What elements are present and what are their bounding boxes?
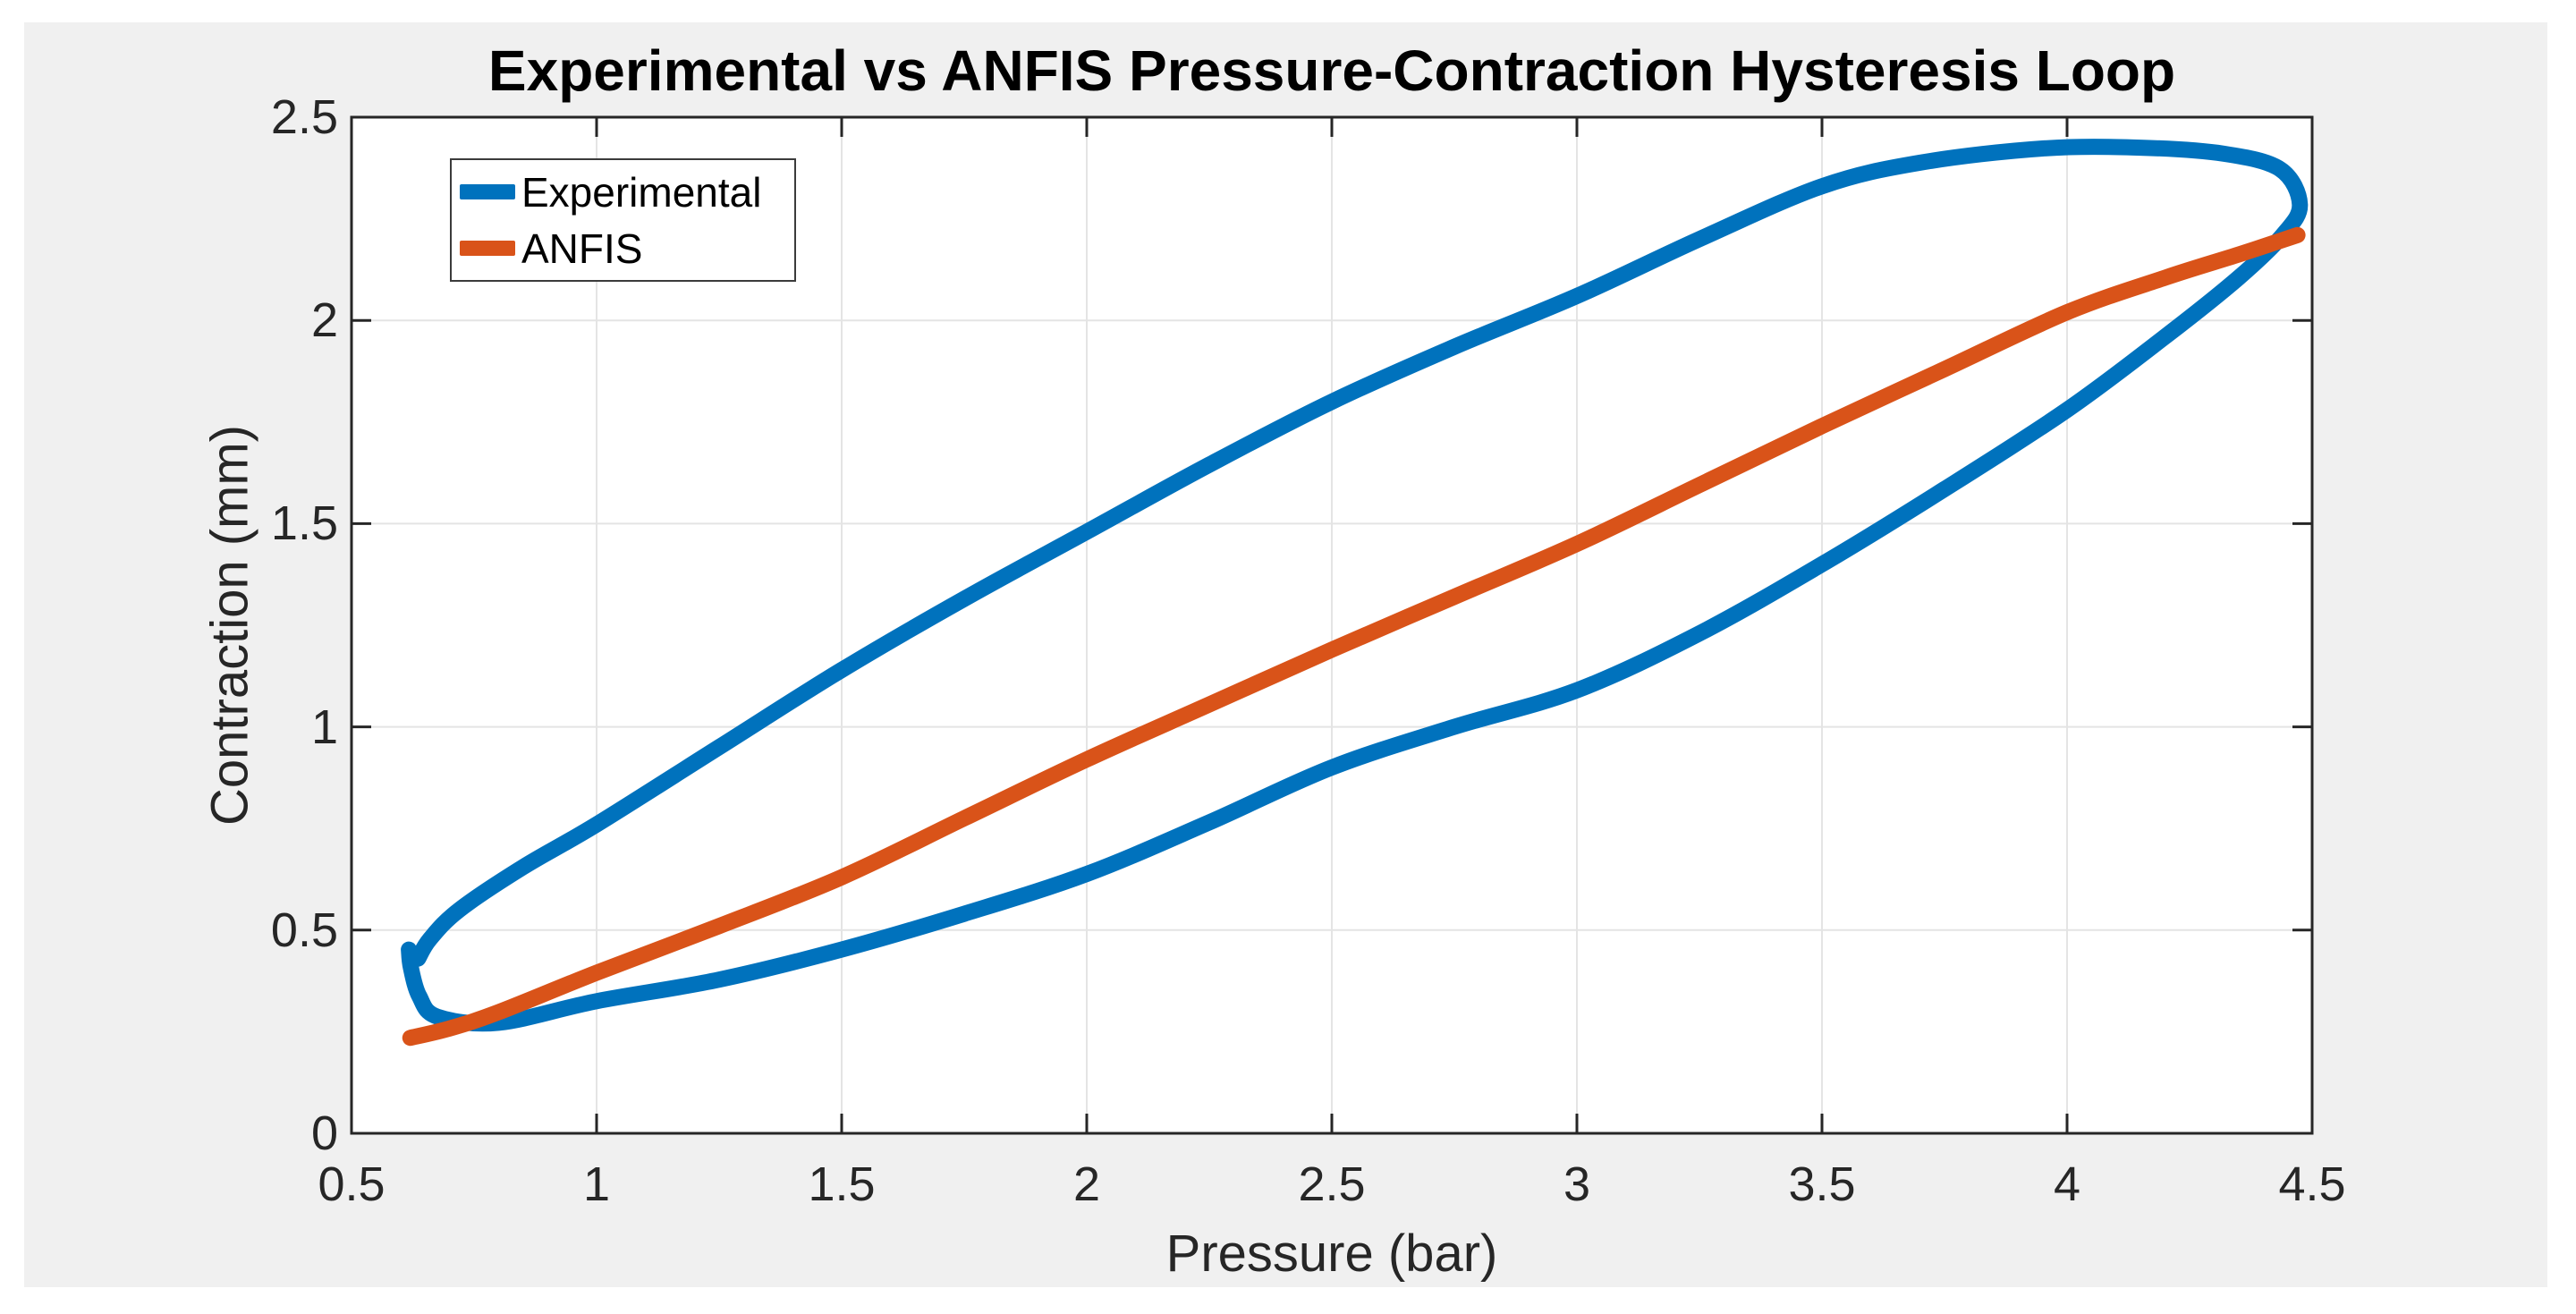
- x-tick-label: 1.5: [808, 1157, 876, 1211]
- y-tick-label: 0: [310, 1106, 338, 1160]
- y-tick-label: 1.5: [270, 496, 338, 551]
- x-tick-label: 2.5: [1298, 1157, 1366, 1211]
- legend-label-experimental: Experimental: [521, 168, 762, 216]
- y-axis-title: Contraction (mm): [200, 425, 259, 826]
- y-tick-label: 0.5: [270, 903, 338, 957]
- y-tick-label: 2: [310, 293, 338, 348]
- experimental-line-swatch: [460, 184, 515, 199]
- x-axis-title: Pressure (bar): [1165, 1225, 1498, 1283]
- x-tick-label: 4.5: [2278, 1157, 2346, 1211]
- anfis-line-swatch: [460, 241, 515, 256]
- legend-label-anfis: ANFIS: [521, 225, 643, 272]
- x-tick-label: 2: [1072, 1157, 1101, 1211]
- y-tick-label: 1: [310, 699, 338, 754]
- series-line-experimental: [401, 139, 2309, 1032]
- x-tick-label: 0.5: [318, 1157, 386, 1211]
- chart-title: Experimental vs ANFIS Pressure-Contracti…: [487, 38, 2176, 103]
- x-tick-label: 3.5: [1788, 1157, 1856, 1211]
- x-tick-label: 4: [2053, 1157, 2081, 1211]
- legend-item-anfis: ANFIS: [452, 222, 794, 276]
- legend: Experimental ANFIS: [450, 158, 796, 282]
- series-line-anfis: [402, 226, 2306, 1047]
- x-tick-label: 1: [582, 1157, 611, 1211]
- y-tick-label: 2.5: [270, 90, 338, 144]
- legend-item-experimental: Experimental: [452, 165, 794, 219]
- x-tick-label: 3: [1563, 1157, 1591, 1211]
